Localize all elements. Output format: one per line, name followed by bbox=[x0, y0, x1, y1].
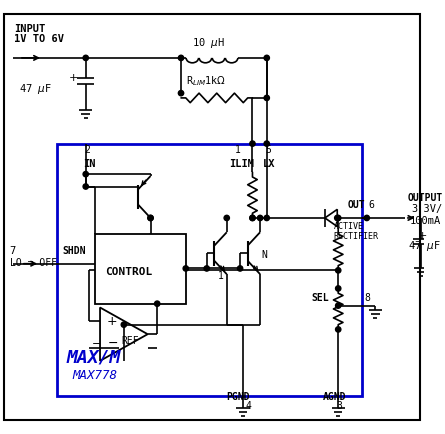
Text: PGND: PGND bbox=[226, 392, 249, 402]
Text: +: + bbox=[69, 73, 78, 83]
Text: 1V TO 6V: 1V TO 6V bbox=[14, 34, 64, 44]
Circle shape bbox=[178, 90, 184, 96]
Text: MAX778: MAX778 bbox=[73, 369, 117, 382]
Circle shape bbox=[250, 215, 255, 220]
Text: ILIM: ILIM bbox=[230, 158, 255, 168]
FancyBboxPatch shape bbox=[95, 234, 186, 304]
Circle shape bbox=[250, 141, 255, 146]
Circle shape bbox=[204, 266, 210, 271]
Text: 10 $\mu$H: 10 $\mu$H bbox=[192, 36, 226, 50]
Text: AGND: AGND bbox=[323, 392, 347, 402]
Text: ACTIVE: ACTIVE bbox=[333, 222, 364, 231]
Circle shape bbox=[336, 215, 341, 220]
Circle shape bbox=[264, 141, 269, 146]
Circle shape bbox=[238, 266, 243, 271]
Text: LO = OFF: LO = OFF bbox=[9, 258, 57, 268]
Text: 1: 1 bbox=[235, 145, 241, 155]
Circle shape bbox=[183, 266, 188, 271]
Text: $-$: $-$ bbox=[90, 337, 101, 347]
Circle shape bbox=[335, 215, 340, 220]
Circle shape bbox=[83, 55, 89, 61]
Text: INPUT: INPUT bbox=[14, 24, 45, 34]
Circle shape bbox=[264, 215, 269, 220]
Text: SEL: SEL bbox=[312, 293, 329, 303]
Circle shape bbox=[336, 286, 341, 291]
Circle shape bbox=[148, 215, 153, 220]
Text: +: + bbox=[417, 231, 427, 241]
Text: R$_{LIM}$1k$\Omega$: R$_{LIM}$1k$\Omega$ bbox=[186, 75, 226, 89]
FancyBboxPatch shape bbox=[4, 14, 420, 420]
Text: LX: LX bbox=[263, 158, 275, 168]
Text: 4: 4 bbox=[246, 401, 252, 411]
Text: SHDN: SHDN bbox=[62, 246, 85, 256]
Text: 3.3V/: 3.3V/ bbox=[412, 204, 443, 214]
Circle shape bbox=[364, 215, 369, 220]
Circle shape bbox=[336, 268, 341, 273]
Circle shape bbox=[83, 184, 89, 189]
Circle shape bbox=[250, 215, 255, 220]
Text: +: + bbox=[107, 315, 117, 328]
Text: 3: 3 bbox=[336, 401, 342, 411]
Text: OUTPUT: OUTPUT bbox=[408, 193, 443, 203]
FancyBboxPatch shape bbox=[57, 144, 362, 396]
Circle shape bbox=[257, 215, 263, 220]
Text: 1: 1 bbox=[218, 271, 224, 281]
Text: 47 $\mu$F: 47 $\mu$F bbox=[408, 240, 441, 253]
Text: 8: 8 bbox=[364, 293, 370, 303]
Text: IN: IN bbox=[83, 158, 95, 168]
Circle shape bbox=[264, 95, 269, 101]
Circle shape bbox=[264, 55, 269, 61]
Text: 6: 6 bbox=[369, 201, 375, 210]
Circle shape bbox=[154, 301, 160, 306]
Text: 100mA: 100mA bbox=[410, 216, 441, 226]
Text: CONTROL: CONTROL bbox=[105, 267, 152, 277]
Text: $-$: $-$ bbox=[107, 335, 118, 349]
Text: 2: 2 bbox=[84, 145, 90, 155]
Text: 7: 7 bbox=[9, 246, 16, 256]
Circle shape bbox=[224, 215, 230, 220]
Text: MAX/M: MAX/M bbox=[67, 349, 121, 367]
Text: N: N bbox=[261, 250, 267, 260]
Text: REF: REF bbox=[121, 336, 139, 346]
Text: RECTIFIER: RECTIFIER bbox=[333, 232, 378, 241]
Circle shape bbox=[148, 215, 153, 220]
Circle shape bbox=[121, 322, 126, 327]
Circle shape bbox=[336, 303, 341, 308]
Circle shape bbox=[336, 327, 341, 332]
Circle shape bbox=[178, 55, 184, 61]
Circle shape bbox=[83, 171, 89, 177]
Text: OUT: OUT bbox=[348, 201, 365, 210]
Text: 47 $\mu$F: 47 $\mu$F bbox=[19, 82, 52, 96]
Text: 5: 5 bbox=[265, 145, 271, 155]
